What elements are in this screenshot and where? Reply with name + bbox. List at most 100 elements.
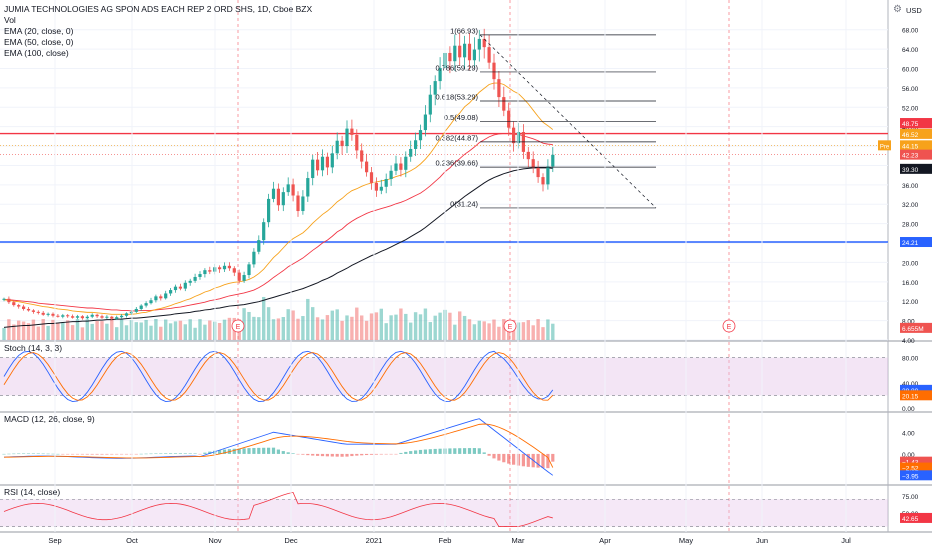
rsi-pane-label[interactable]: RSI (14, close) bbox=[4, 487, 61, 497]
volume-bar bbox=[154, 319, 158, 340]
ema50-label[interactable]: EMA (50, close, 0) bbox=[4, 37, 74, 47]
stoch-pane-label[interactable]: Stoch (14, 3, 3) bbox=[4, 343, 63, 353]
macd-histogram-bar bbox=[31, 453, 35, 454]
candle bbox=[173, 286, 178, 291]
macd-histogram-bar bbox=[36, 453, 40, 455]
macd-histogram-bar bbox=[100, 453, 104, 455]
time-axis-label: Sep bbox=[48, 536, 61, 545]
macd-histogram-bar bbox=[71, 453, 75, 455]
volume-label[interactable]: Vol bbox=[4, 15, 16, 25]
candle bbox=[365, 161, 369, 173]
volume-bar bbox=[320, 319, 325, 340]
candle bbox=[66, 315, 70, 317]
candle bbox=[80, 316, 84, 319]
macd-histogram-bar bbox=[110, 453, 114, 455]
macd-histogram-bar bbox=[521, 453, 525, 467]
macd-histogram-bar bbox=[66, 453, 70, 455]
volume-bar bbox=[149, 325, 153, 340]
time-axis-label: Jun bbox=[756, 536, 768, 545]
candle bbox=[286, 184, 290, 193]
price-tick-label: 48.00 bbox=[902, 125, 919, 132]
candle bbox=[139, 305, 143, 309]
macd-histogram-bar bbox=[281, 451, 285, 454]
macd-histogram-bar bbox=[80, 453, 84, 455]
candle bbox=[526, 151, 530, 160]
price-tick-label: 4.00 bbox=[902, 338, 915, 345]
macd-histogram-bar bbox=[262, 447, 266, 454]
volume-bar bbox=[433, 315, 437, 340]
volume-bar bbox=[507, 325, 511, 340]
macd-histogram-bar bbox=[173, 453, 178, 454]
macd-histogram-bar bbox=[379, 453, 383, 455]
volume-bar bbox=[21, 321, 26, 340]
candle bbox=[369, 172, 374, 183]
ema20-label[interactable]: EMA (20, close, 0) bbox=[4, 26, 74, 36]
macd-histogram-bar bbox=[296, 453, 300, 455]
macd-histogram-bar bbox=[252, 447, 256, 454]
candle bbox=[531, 159, 535, 168]
candle bbox=[512, 127, 516, 144]
volume-bar bbox=[46, 325, 50, 340]
volume-bar bbox=[164, 319, 168, 340]
volume-bar bbox=[85, 319, 89, 340]
candle bbox=[218, 267, 222, 270]
macd-histogram-bar bbox=[115, 453, 119, 455]
candle bbox=[433, 81, 437, 95]
volume-bar bbox=[335, 309, 339, 340]
price-tick-label: 12.00 bbox=[902, 299, 919, 306]
candle bbox=[129, 311, 133, 314]
price-tick-label: 32.00 bbox=[902, 202, 919, 209]
volume-bar bbox=[428, 322, 432, 340]
rsi-badge-label: 42.65 bbox=[902, 516, 919, 523]
macd-histogram-bar bbox=[154, 453, 158, 454]
candle bbox=[2, 298, 6, 300]
candle bbox=[41, 312, 45, 315]
ema100-label[interactable]: EMA (100, close) bbox=[4, 48, 69, 58]
candle bbox=[330, 153, 334, 168]
candle bbox=[281, 192, 285, 206]
candle bbox=[453, 45, 457, 62]
volume-bar bbox=[203, 324, 207, 340]
candle bbox=[12, 302, 16, 306]
volume-bar bbox=[56, 322, 60, 340]
candle bbox=[105, 316, 109, 318]
volume-bar bbox=[262, 296, 266, 340]
stoch-badge-bg bbox=[900, 390, 932, 401]
volume-bar bbox=[129, 320, 134, 340]
volume-bar bbox=[409, 322, 413, 340]
macd-histogram-bar bbox=[448, 448, 452, 454]
earnings-marker-circle bbox=[231, 319, 245, 333]
volume-bar bbox=[472, 324, 477, 340]
candle bbox=[360, 150, 364, 162]
macd-histogram-bar bbox=[183, 453, 187, 454]
macd-histogram-bar bbox=[365, 453, 369, 456]
volume-bar bbox=[423, 308, 428, 340]
candle bbox=[389, 170, 393, 180]
price-badge-bg bbox=[900, 140, 932, 151]
volume-bar bbox=[301, 316, 305, 340]
currency-label[interactable]: USD bbox=[906, 6, 922, 15]
volume-bar bbox=[51, 319, 55, 340]
volume-bar bbox=[477, 320, 481, 340]
time-axis-label: 2021 bbox=[366, 536, 383, 545]
fib-level-label: 0.382(44.87) bbox=[435, 133, 478, 142]
symbol-title[interactable]: JUMIA TECHNOLOGIES AG SPON ADS EACH REP … bbox=[4, 4, 313, 14]
candle bbox=[7, 298, 11, 303]
stoch-k-line bbox=[3, 350, 554, 403]
volume-bar bbox=[399, 308, 403, 340]
price-badge-bg bbox=[900, 237, 932, 248]
macd-histogram-bar bbox=[546, 453, 550, 469]
macd-histogram-bar bbox=[17, 453, 21, 455]
macd-histogram-bar bbox=[438, 448, 442, 454]
price-badge-bg bbox=[900, 128, 932, 139]
macd-histogram-bar bbox=[276, 449, 280, 454]
volume-bar bbox=[521, 322, 526, 340]
candle bbox=[492, 62, 496, 80]
macd-pane-label[interactable]: MACD (12, 26, close, 9) bbox=[4, 414, 95, 424]
macd-histogram-bar bbox=[306, 453, 310, 456]
volume-bar bbox=[17, 320, 21, 340]
gear-icon[interactable]: ⚙ bbox=[893, 4, 902, 15]
volume-bar bbox=[159, 326, 163, 340]
candle bbox=[198, 274, 202, 277]
